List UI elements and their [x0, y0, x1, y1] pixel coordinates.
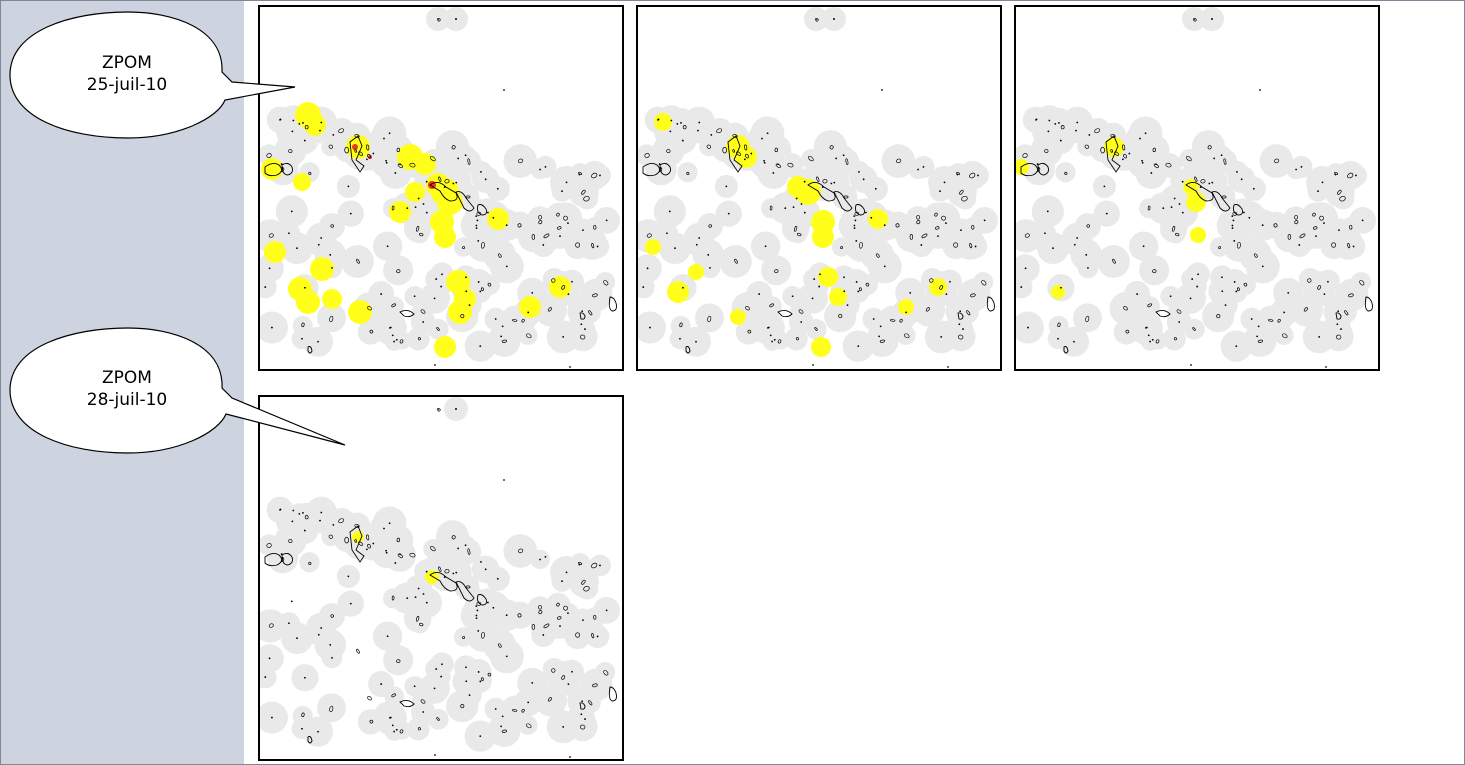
map-panel-2 — [636, 5, 1002, 371]
map-panel-3 — [1014, 5, 1380, 371]
map-panel-1 — [258, 5, 624, 371]
callout-title: ZPOM — [102, 53, 152, 73]
callout-date: 28-juil-10 — [86, 390, 168, 410]
callout-title: ZPOM — [102, 368, 152, 388]
map-panel-4 — [258, 395, 624, 761]
callout-label-2: ZPOM 28-juil-10 — [57, 367, 197, 411]
callout-label-1: ZPOM 25-juil-10 — [57, 52, 197, 96]
callout-date: 25-juil-10 — [86, 75, 168, 95]
